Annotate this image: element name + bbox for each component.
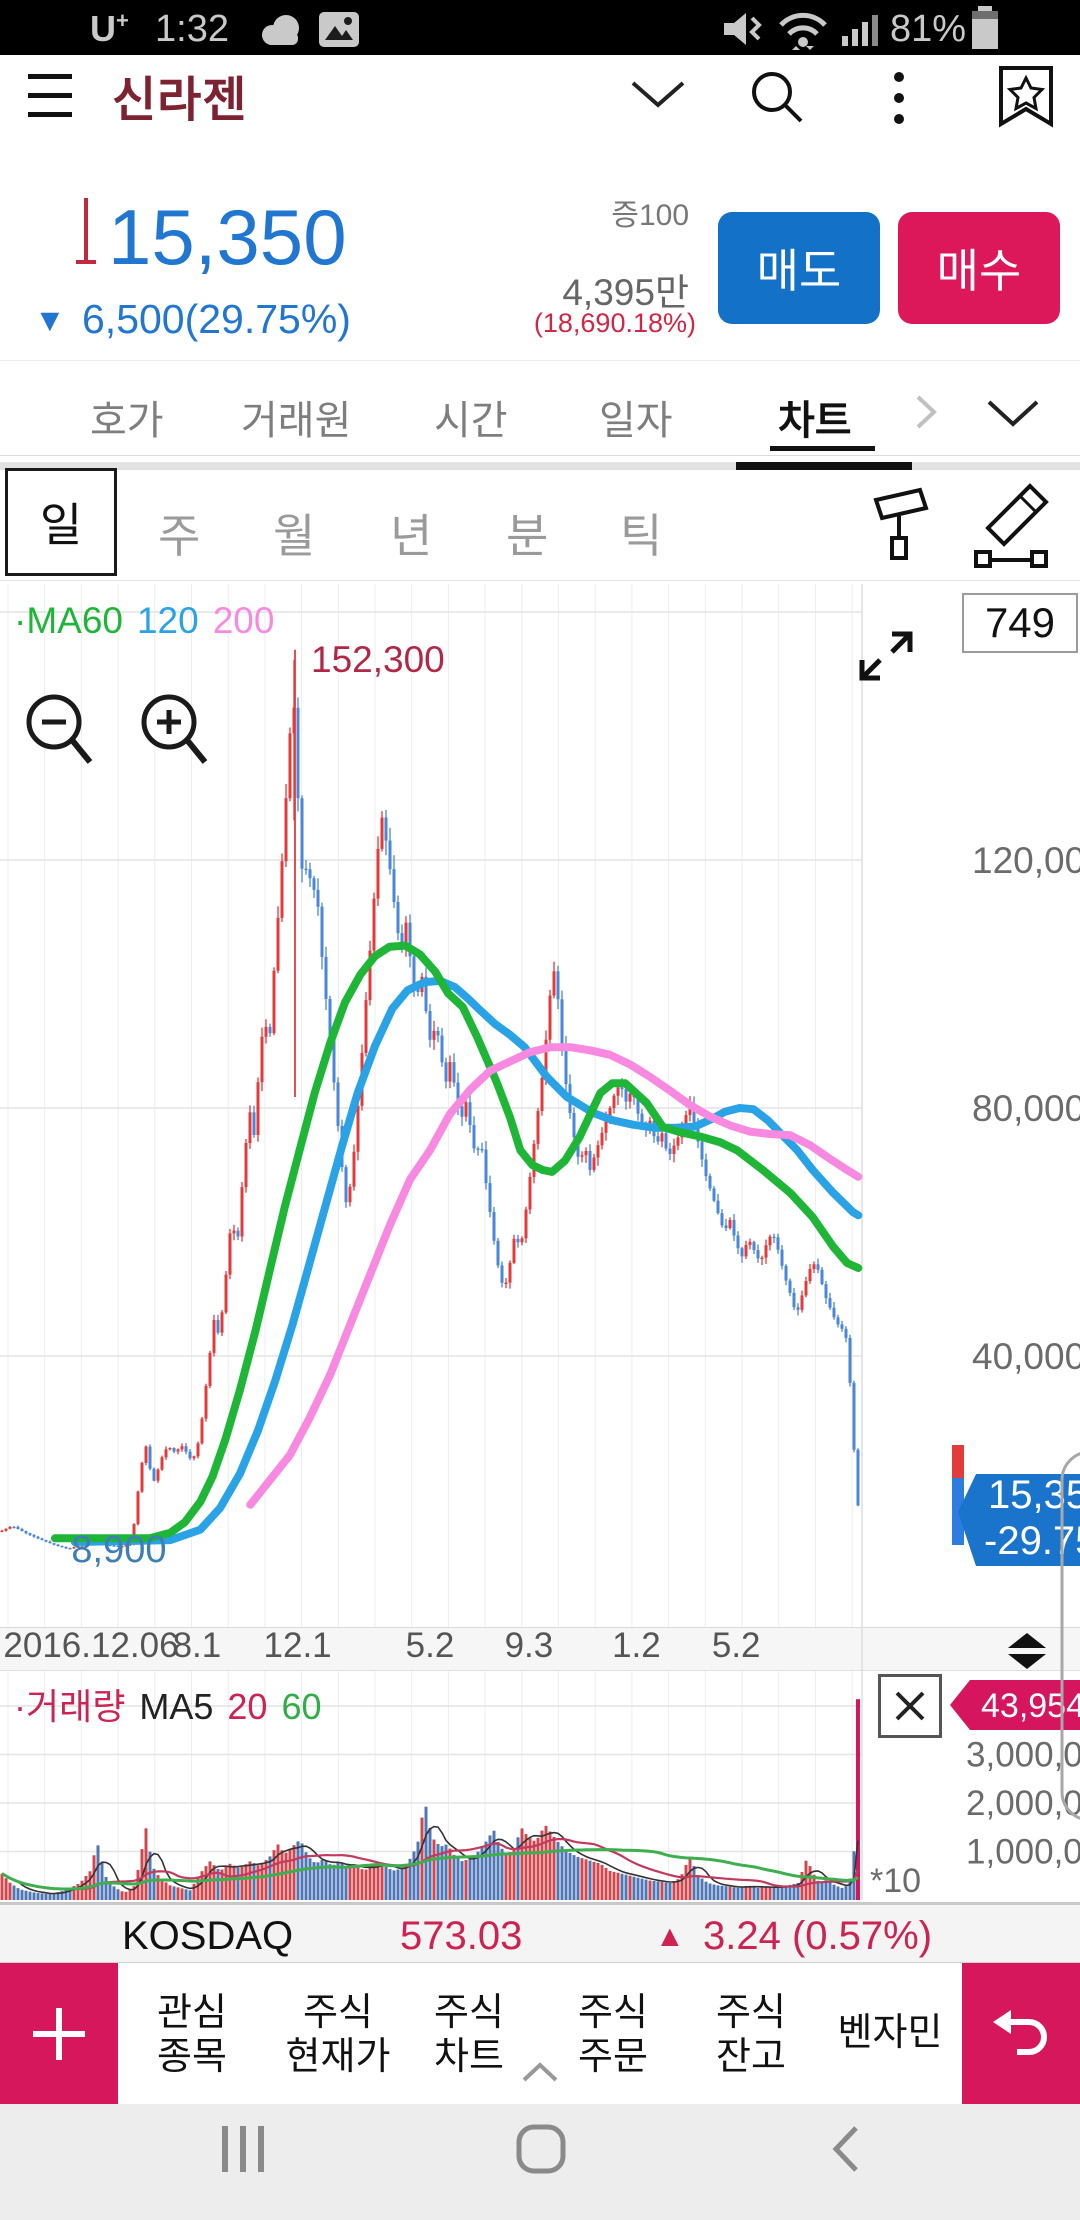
title-chevron-down-icon[interactable] [628,78,688,112]
volume-bottom-border [0,1902,1080,1905]
add-menu-button[interactable] [0,1963,118,2104]
close-volume-button[interactable] [878,1674,942,1738]
plus-icon [33,2007,85,2060]
battery-percent: 81% [890,8,967,50]
legend-volume: ·거래량 [14,1686,126,1727]
signal-icon [842,15,878,46]
chart-settings-tool-icon[interactable] [868,486,934,564]
period-day-active[interactable]: 일 [5,468,117,576]
stock-title: 신라젠 [112,74,248,127]
legend-vol-ma20: 20 [227,1686,268,1727]
price-tick-foot [76,260,96,264]
tab-scroll-thumb[interactable] [736,462,912,470]
zoom-in-button[interactable] [139,692,211,774]
back-undo-button[interactable] [962,1963,1080,2104]
bottom-nav: 관심 종목 주식 현재가 주식 차트 주식 주문 주식 잔고 벤자민 [0,1963,1080,2104]
period-year[interactable]: 년 [390,510,433,562]
undo-icon [993,2009,1047,2055]
gallery-icon [319,12,359,47]
tab-broker[interactable]: 거래원 [241,399,352,443]
nav-current-price[interactable]: 주식 현재가 [285,1992,391,2078]
tab-time[interactable]: 시간 [434,399,508,443]
tab-scroll-track [0,462,1080,470]
volume-amount: 4,395만 [562,272,689,313]
index-up-arrow-icon: ▲ [655,1920,685,1953]
legend-ma120: 120 [136,600,199,641]
period-minute[interactable]: 분 [506,510,549,562]
volume-ma-legend: ·거래량 MA5 20 60 [14,1678,335,1730]
close-icon [895,1691,925,1721]
android-nav-bar [0,2104,1080,2220]
legend-vol-ma60: 60 [281,1686,322,1727]
buy-button[interactable]: 매수 [898,212,1060,324]
index-bar[interactable]: KOSDAQ 573.03 ▲ 3.24 (0.57%) [0,1905,1080,1963]
nav-watchlist[interactable]: 관심 종목 [157,1992,227,2078]
index-change: 3.24 (0.57%) [703,1914,933,1958]
legend-ma60: ·MA60 [14,600,123,641]
tabs-chevron-right-icon[interactable] [912,392,940,432]
menu-icon [28,74,72,79]
price-tick-mark [84,198,88,264]
volume-percent: (18,690.18%) [533,308,696,338]
search-icon[interactable] [748,68,806,126]
swipe-up-caret-icon[interactable] [520,2060,560,2084]
carrier-logo: U+ [90,8,129,49]
menu-button[interactable] [28,74,90,122]
candle-count-box[interactable]: 749 [962,593,1078,653]
zoom-out-button[interactable] [24,692,96,774]
cloud-icon [262,15,299,45]
bookmark-star-icon[interactable] [995,64,1057,128]
home-button[interactable] [516,2124,566,2174]
back-button[interactable] [828,2124,862,2174]
tab-chart-active[interactable]: 차트 [778,399,852,443]
expand-chart-icon[interactable] [852,622,920,690]
recents-button[interactable] [219,2124,269,2174]
active-tab-underline [770,446,875,451]
battery-icon [972,6,998,49]
price-ma-legend: ·MA60 120 200 [14,600,288,642]
axis-resize-diamond-icon[interactable] [1006,1633,1048,1669]
draw-tool-pen-icon[interactable] [972,480,1056,570]
tabs-chevron-down-icon[interactable] [985,398,1041,428]
status-time: 1:32 [155,8,229,50]
current-price: 15,350 [108,193,347,281]
sell-button[interactable]: 매도 [718,212,880,324]
margin-label: 증100 [611,199,689,232]
period-month[interactable]: 월 [273,510,316,562]
index-name: KOSDAQ [122,1914,294,1958]
more-menu-icon[interactable] [890,70,908,126]
tab-hoga[interactable]: 호가 [90,399,164,443]
price-change: 6,500(29.75%) [82,296,351,342]
down-arrow-icon: ▼ [34,302,66,338]
tab-date[interactable]: 일자 [599,399,673,443]
index-value: 573.03 [400,1914,523,1958]
legend-ma200: 200 [212,600,275,641]
mute-icon [724,13,762,45]
legend-vol-ma5: MA5 [139,1686,214,1727]
nav-balance[interactable]: 주식 잔고 [716,1992,786,2078]
x-axis-row [0,1627,1080,1671]
period-tick[interactable]: 틱 [620,510,663,562]
chart-top-divider [0,580,1080,581]
nav-benjamin[interactable]: 벤자민 [837,2012,943,2054]
nav-stock-chart[interactable]: 주식 차트 [434,1992,504,2078]
period-week[interactable]: 주 [158,510,201,562]
status-bar: U+ 1:32 81% [0,0,1080,55]
wifi-icon [779,12,827,50]
tabs-divider [0,455,1080,456]
header-divider [0,360,1080,361]
nav-stock-order[interactable]: 주식 주문 [578,1992,648,2078]
